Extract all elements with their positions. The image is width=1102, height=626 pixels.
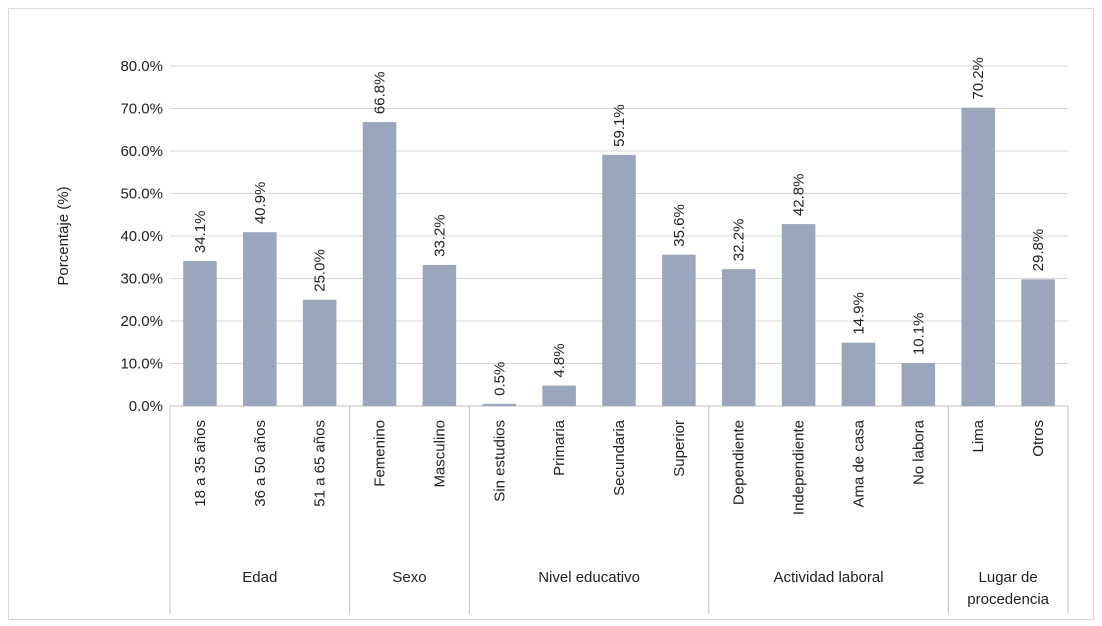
x-tick-label: Sin estudios <box>491 420 508 502</box>
y-tick-label: 70.0% <box>120 101 163 118</box>
data-label: 66.8% <box>372 72 389 115</box>
bar-primaria <box>542 385 576 406</box>
data-label: 0.5% <box>491 362 508 396</box>
data-label: 59.1% <box>611 104 628 147</box>
bar-dependiente <box>721 269 756 406</box>
group-label: Lugar de <box>979 569 1038 586</box>
chart-frame <box>8 8 1094 620</box>
x-tick-label: Ama de casa <box>850 419 867 507</box>
data-label: 10.1% <box>910 313 927 356</box>
y-tick-label: 20.0% <box>120 313 163 330</box>
y-tick-label: 0.0% <box>129 398 163 415</box>
data-label: 32.2% <box>731 219 748 262</box>
x-tick-label: Masculino <box>431 420 448 488</box>
data-label: 14.9% <box>850 292 867 335</box>
group-label: Edad <box>242 569 277 586</box>
data-label: 34.1% <box>192 211 209 254</box>
y-tick-label: 80.0% <box>120 58 163 75</box>
x-tick-label: 18 a 35 años <box>192 420 209 507</box>
bar-independiente <box>781 224 816 406</box>
x-tick-label: 51 a 65 años <box>312 420 329 507</box>
x-tick-label: Otros <box>1030 420 1047 457</box>
data-label: 35.6% <box>671 204 688 247</box>
x-tick-label: Dependiente <box>731 420 748 505</box>
bar-masculino <box>422 264 457 406</box>
bar-51-a-65-anos <box>302 299 337 406</box>
group-label: Nivel educativo <box>538 569 640 586</box>
y-tick-label: 50.0% <box>120 186 163 203</box>
data-label: 25.0% <box>312 249 329 292</box>
bar-femenino <box>362 122 397 406</box>
data-label: 42.8% <box>791 174 808 217</box>
bar-36-a-50-anos <box>243 232 277 406</box>
bar-lima <box>961 107 995 407</box>
bar-otros <box>1021 279 1055 406</box>
y-tick-label: 40.0% <box>120 228 163 245</box>
y-tick-label: 30.0% <box>120 271 163 288</box>
bar-ama-de-casa <box>841 342 876 406</box>
data-label: 4.8% <box>551 343 568 377</box>
data-label: 29.8% <box>1030 229 1047 272</box>
data-label: 33.2% <box>431 214 448 257</box>
x-tick-label: Lima <box>970 419 987 452</box>
y-axis-label: Porcentaje (%) <box>55 186 72 285</box>
y-tick-label: 60.0% <box>120 143 163 160</box>
group-label: Actividad laboral <box>774 569 884 586</box>
x-tick-label: Primaria <box>551 419 568 475</box>
bar-superior <box>662 254 696 406</box>
x-tick-label: Secundaria <box>611 419 628 496</box>
bar-18-a-35-anos <box>183 261 217 406</box>
x-tick-label: 36 a 50 años <box>252 420 269 507</box>
data-label: 40.9% <box>252 182 269 225</box>
x-tick-label: Superior <box>671 420 688 477</box>
y-tick-label: 10.0% <box>120 356 163 373</box>
x-tick-label: No labora <box>910 419 927 485</box>
bar-secundaria <box>602 154 636 406</box>
group-label: procedencia <box>967 591 1049 608</box>
data-label: 70.2% <box>970 57 987 100</box>
bar-no-labora <box>901 363 936 406</box>
x-tick-label: Independiente <box>791 420 808 515</box>
bar-sin-estudios <box>482 403 517 406</box>
x-tick-label: Femenino <box>372 420 389 487</box>
group-label: Sexo <box>392 569 426 586</box>
